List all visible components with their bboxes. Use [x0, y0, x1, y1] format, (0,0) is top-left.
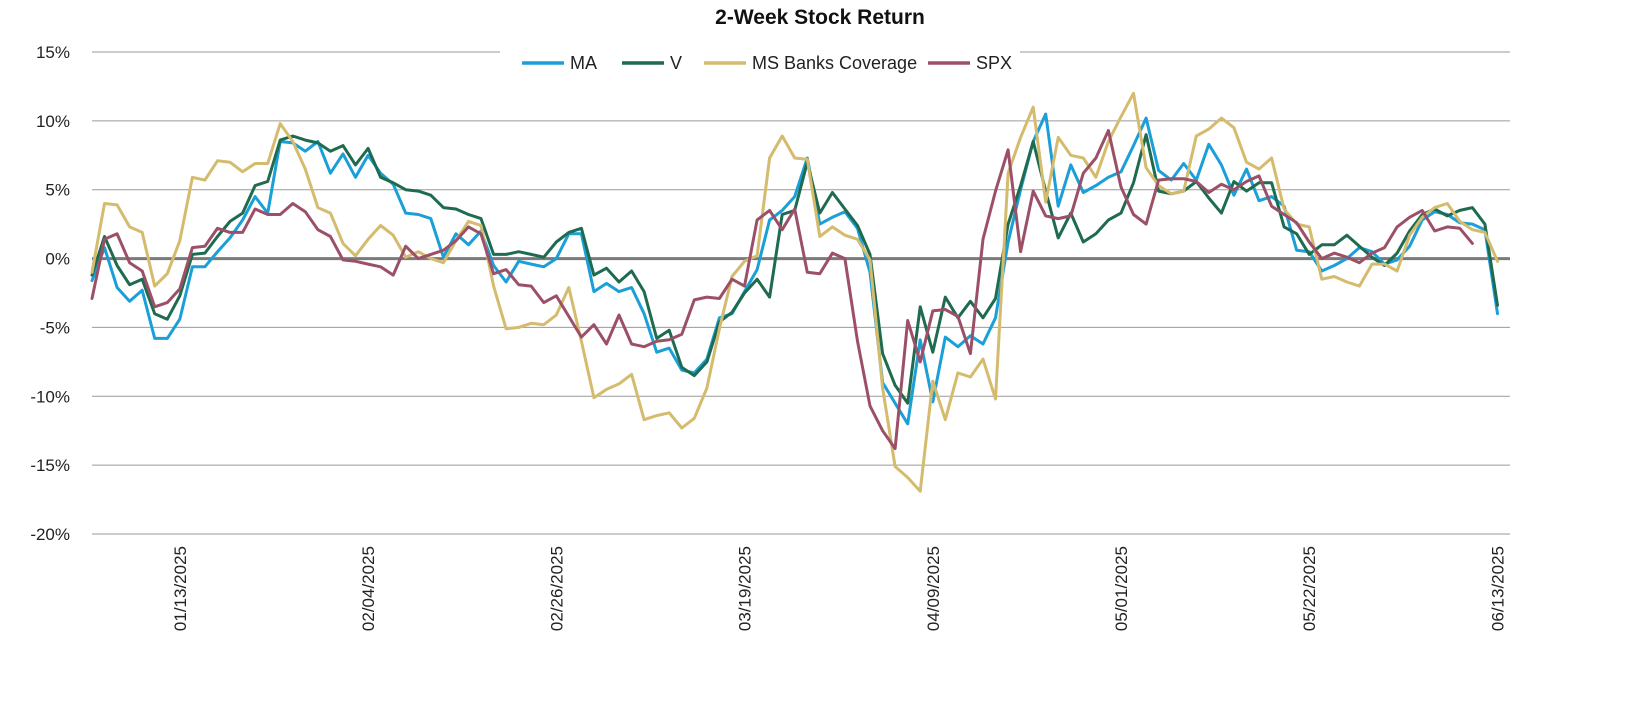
y-tick-label: -10%: [30, 387, 70, 406]
x-tick-label: 06/13/2025: [1488, 546, 1507, 631]
y-tick-label: 15%: [36, 43, 70, 62]
series-line-v: [90, 133, 1499, 405]
chart-title: 2-Week Stock Return: [715, 6, 925, 29]
x-tick-label: 01/13/2025: [171, 546, 190, 631]
x-tick-label: 02/26/2025: [547, 546, 566, 631]
y-tick-label: 0%: [45, 250, 70, 269]
legend-item: SPX: [928, 53, 1012, 73]
series-line-ma: [90, 112, 1499, 426]
legend-item: MS Banks Coverage: [704, 53, 917, 73]
x-tick-label: 03/19/2025: [736, 546, 755, 631]
x-tick-label: 02/04/2025: [359, 546, 378, 631]
y-tick-label: -5%: [40, 318, 70, 337]
y-axis-ticks: 15% 10% 5% 0% -5% -10% -15% -20%: [30, 43, 70, 544]
legend-item: V: [622, 53, 682, 73]
legend-label: MS Banks Coverage: [752, 53, 917, 73]
legend-label: SPX: [976, 53, 1012, 73]
y-tick-label: -20%: [30, 525, 70, 544]
y-tick-label: -15%: [30, 456, 70, 475]
series-line-ms-banks-coverage: [90, 91, 1499, 493]
legend-label: MA: [570, 53, 597, 73]
y-tick-label: 5%: [45, 181, 70, 200]
gridlines: [92, 51, 1510, 535]
legend-item: MA: [522, 53, 597, 73]
x-tick-label: 04/09/2025: [924, 546, 943, 631]
y-tick-label: 10%: [36, 112, 70, 131]
x-tick-label: 05/22/2025: [1300, 546, 1319, 631]
series-line-spx: [90, 129, 1474, 451]
legend-label: V: [670, 53, 682, 73]
x-axis-ticks: 01/13/2025 02/04/2025 02/26/2025 03/19/2025…: [171, 546, 1508, 631]
series-lines: [90, 91, 1499, 493]
x-tick-label: 05/01/2025: [1112, 546, 1131, 631]
legend: MA V MS Banks Coverage SPX: [500, 44, 1020, 80]
